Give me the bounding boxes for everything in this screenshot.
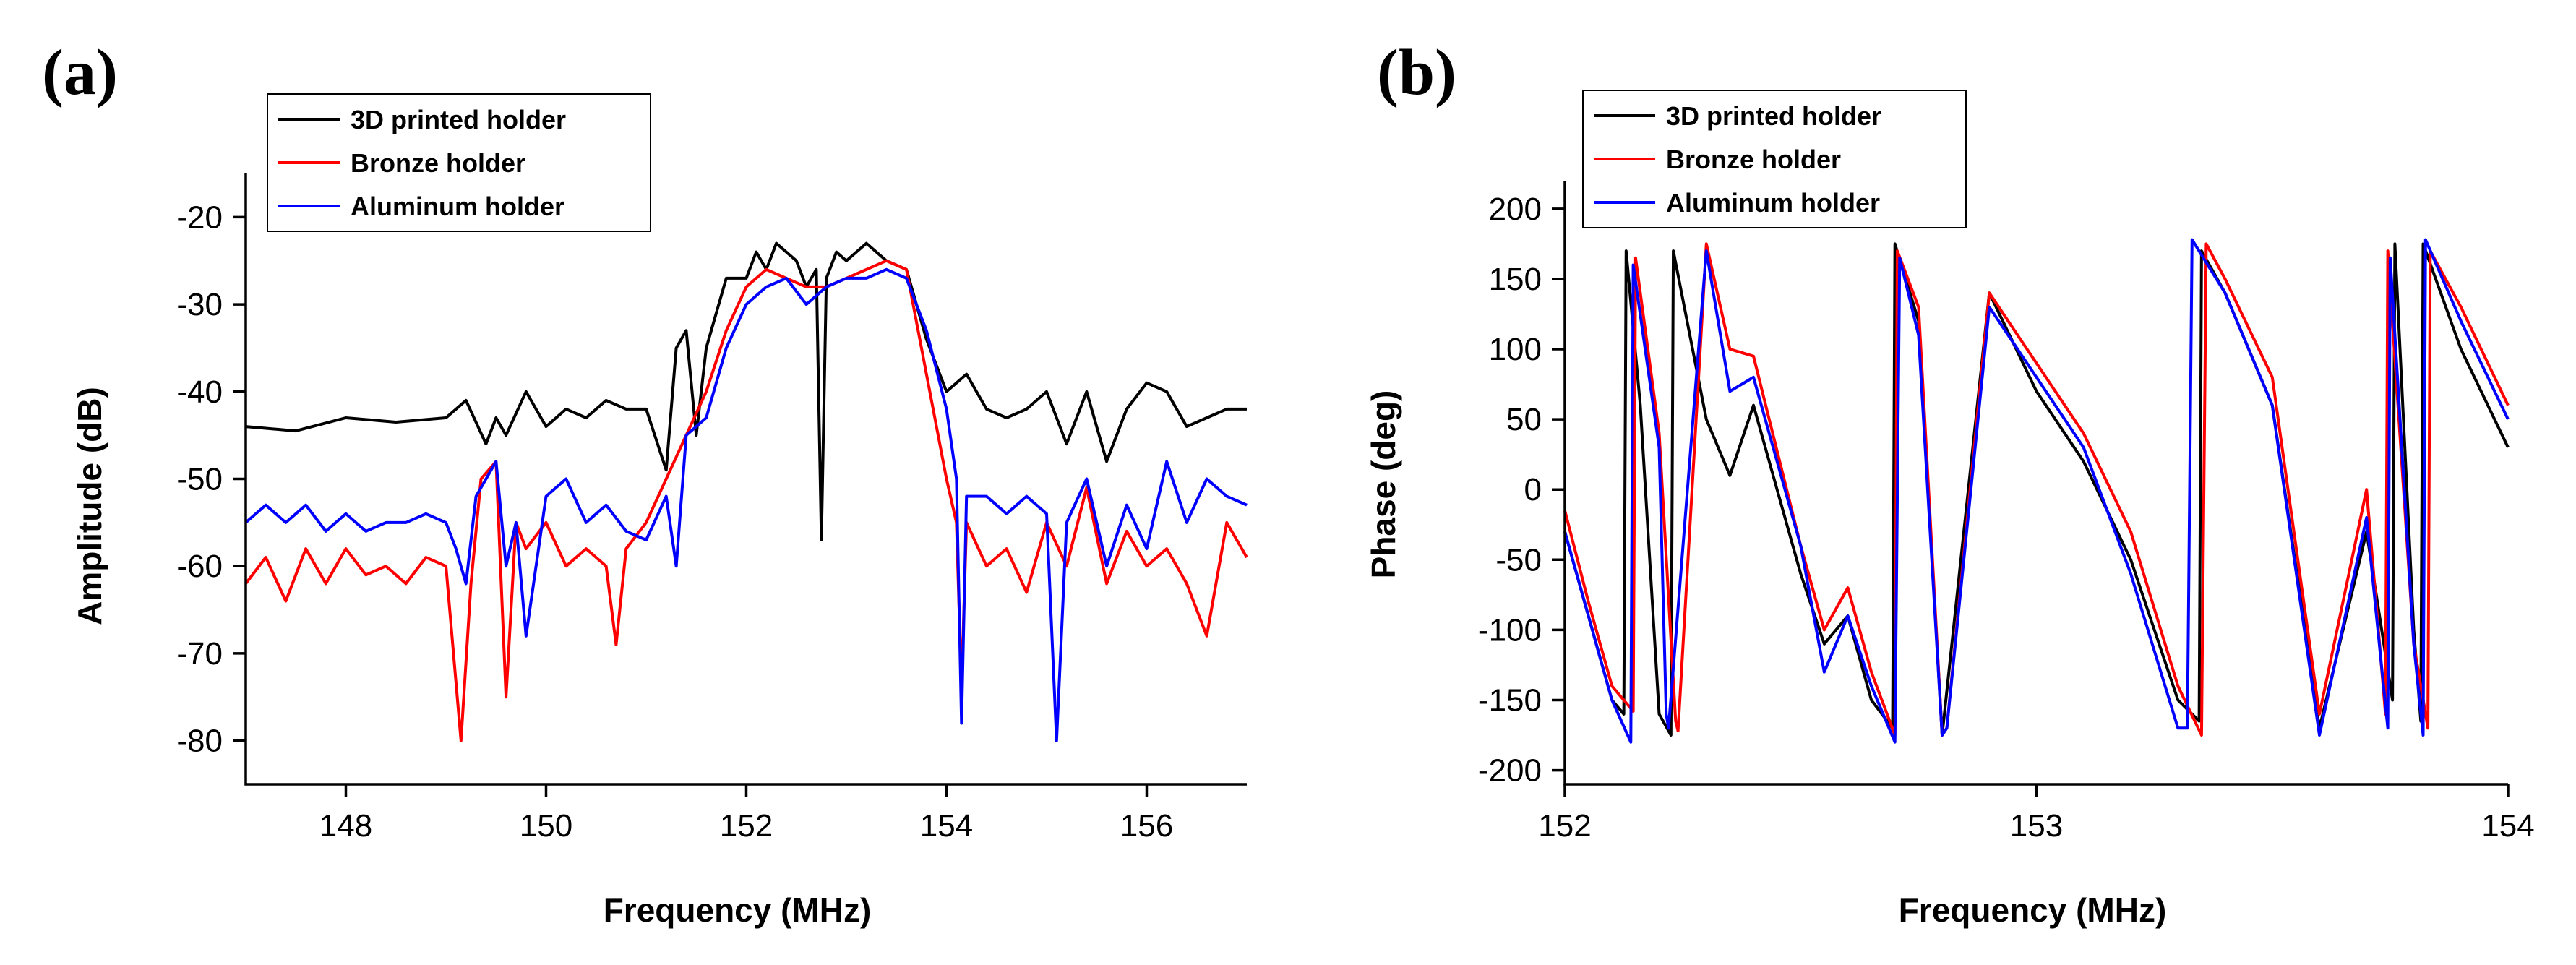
x-tick-label-a-2: 152 <box>720 808 773 844</box>
legend-a-label-3d: 3D printed holder <box>351 105 566 134</box>
x-tick-label-a-1: 150 <box>520 808 572 844</box>
y-tick-label-a-3: -50 <box>176 462 223 497</box>
legend-b: 3D printed holder Bronze holder Aluminum… <box>1582 90 1967 228</box>
y-tick-label-b-0: 200 <box>1489 192 1542 227</box>
legend-a-label-aluminum: Aluminum holder <box>351 192 564 221</box>
y-tick-label-b-4: 0 <box>1524 472 1542 507</box>
axes-a <box>244 173 1247 786</box>
series-line-a-2 <box>244 267 1248 742</box>
series-line-a-1 <box>244 259 1248 742</box>
y-tick-label-b-6: -100 <box>1478 612 1542 648</box>
y-tick-label-a-0: -20 <box>176 200 223 235</box>
y-tick-label-b-3: 50 <box>1506 402 1542 437</box>
x-tick-label-a-3: 154 <box>920 808 973 844</box>
x-axis-title-b: Frequency (MHz) <box>1899 891 2167 929</box>
y-tick-label-a-5: -70 <box>176 636 223 672</box>
series-line-a-0 <box>245 241 1247 541</box>
y-tick-label-b-1: 150 <box>1489 262 1542 297</box>
x-tick-label-a-0: 148 <box>319 808 372 844</box>
x-tick-label-a-4: 156 <box>1120 808 1173 844</box>
legend-a-label-bronze: Bronze holder <box>351 148 525 178</box>
y-tick-label-a-4: -60 <box>176 549 223 584</box>
panel-a-label: (a) <box>42 37 118 108</box>
legend-b-label-bronze: Bronze holder <box>1666 145 1841 174</box>
panel-a: (a) 148 150 152 154 156 -20 -30 -40 -50 -60 -70 -80… <box>42 37 1248 929</box>
series-line-b-1 <box>1563 242 2510 737</box>
y-tick-label-a-6: -80 <box>176 724 223 759</box>
legend-b-label-aluminum: Aluminum holder <box>1666 188 1880 218</box>
panel-b-label: (b) <box>1377 37 1456 108</box>
plot-a-area: 148 150 152 154 156 -20 -30 -40 -50 -60 -70 -80 <box>176 173 1248 844</box>
x-axis-title-a: Frequency (MHz) <box>604 891 872 929</box>
plot-b-area: 152 153 154 200 150 100 50 0 -50 -100 -150 -200 <box>1478 181 2535 844</box>
axes-b <box>1563 181 2508 786</box>
y-tick-label-a-1: -30 <box>176 287 223 322</box>
y-tick-label-b-2: 100 <box>1489 332 1542 367</box>
y-tick-label-a-2: -40 <box>176 374 223 410</box>
legend-a: 3D printed holder Bronze holder Aluminum… <box>267 93 651 232</box>
y-tick-label-b-7: -150 <box>1478 682 1542 718</box>
x-tick-label-b-1: 153 <box>2010 808 2063 844</box>
y-axis-title-b: Phase (deg) <box>1365 390 1402 579</box>
y-tick-label-b-5: -50 <box>1495 542 1542 578</box>
y-tick-label-b-8: -200 <box>1478 753 1542 789</box>
x-tick-label-b-0: 152 <box>1538 808 1591 844</box>
panel-b: (b) 152 153 154 200 150 100 50 0 -50 -100 -150 -200… <box>1365 37 2535 929</box>
x-tick-label-b-2: 154 <box>2481 808 2534 844</box>
legend-b-label-3d: 3D printed holder <box>1666 101 1881 131</box>
y-axis-title-a: Amplitude (dB) <box>71 387 108 625</box>
series-line-b-2 <box>1563 238 2510 744</box>
